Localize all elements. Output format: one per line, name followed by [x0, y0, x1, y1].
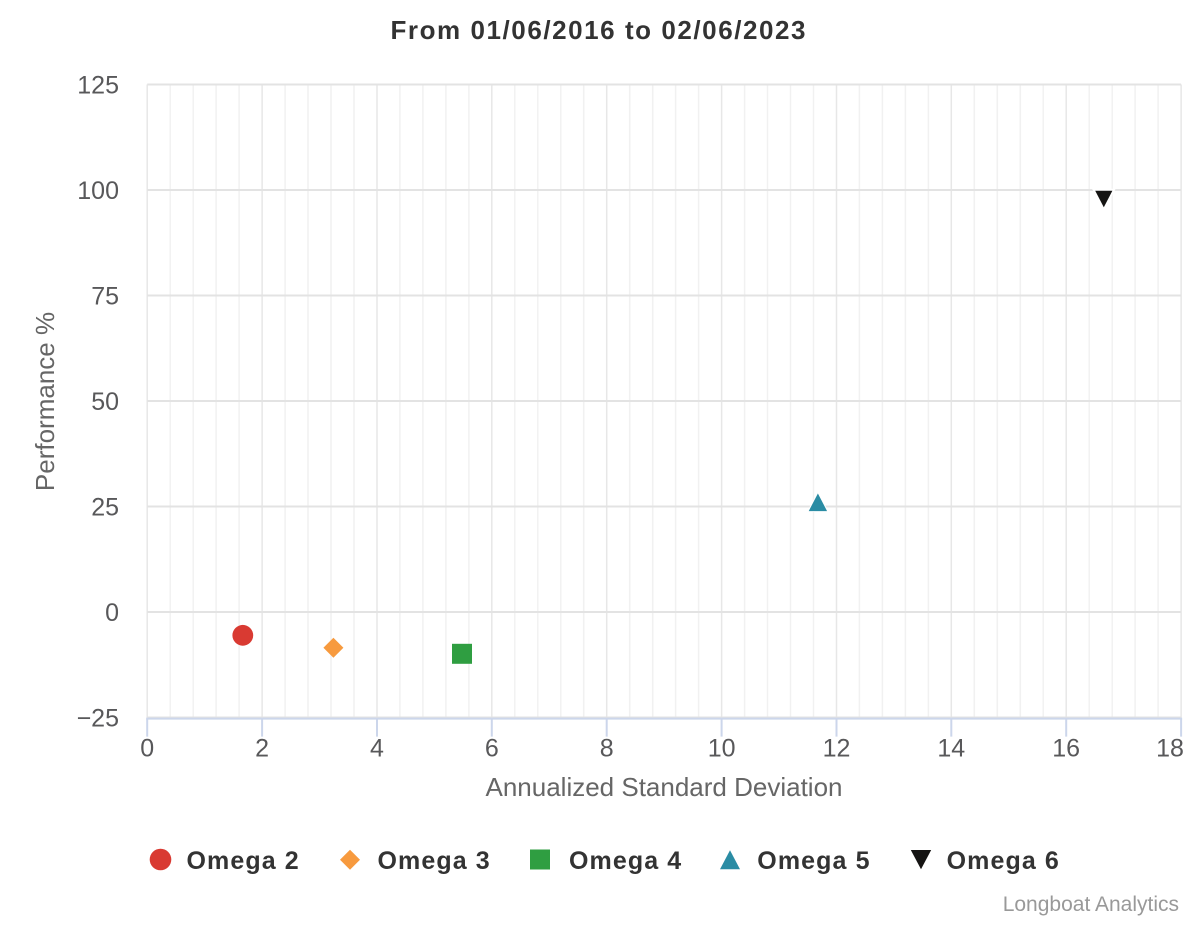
svg-text:12: 12 [823, 735, 851, 763]
svg-text:2: 2 [255, 735, 269, 763]
svg-text:125: 125 [77, 72, 119, 100]
svg-text:25: 25 [91, 494, 119, 522]
svg-text:14: 14 [937, 735, 965, 763]
svg-text:0: 0 [105, 599, 119, 627]
svg-text:16: 16 [1052, 735, 1080, 763]
svg-text:Omega 5: Omega 5 [757, 847, 870, 875]
svg-text:Performance %: Performance % [30, 312, 60, 491]
svg-text:Annualized Standard Deviation: Annualized Standard Deviation [485, 772, 842, 802]
svg-text:6: 6 [485, 735, 499, 763]
svg-text:Omega 6: Omega 6 [947, 847, 1060, 875]
svg-text:10: 10 [708, 735, 736, 763]
svg-text:Omega 4: Omega 4 [569, 847, 682, 875]
svg-text:Omega 3: Omega 3 [378, 847, 491, 875]
svg-text:Omega 2: Omega 2 [187, 847, 300, 875]
svg-text:100: 100 [77, 177, 119, 205]
svg-text:Longboat Analytics: Longboat Analytics [1003, 893, 1179, 916]
svg-text:50: 50 [91, 388, 119, 416]
svg-text:18: 18 [1156, 735, 1184, 763]
svg-text:8: 8 [600, 735, 614, 763]
svg-text:−25: −25 [77, 705, 119, 733]
svg-text:From 01/06/2016 to 02/06/2023: From 01/06/2016 to 02/06/2023 [391, 15, 806, 45]
svg-text:75: 75 [91, 283, 119, 311]
svg-text:4: 4 [370, 735, 384, 763]
svg-text:0: 0 [140, 735, 154, 763]
